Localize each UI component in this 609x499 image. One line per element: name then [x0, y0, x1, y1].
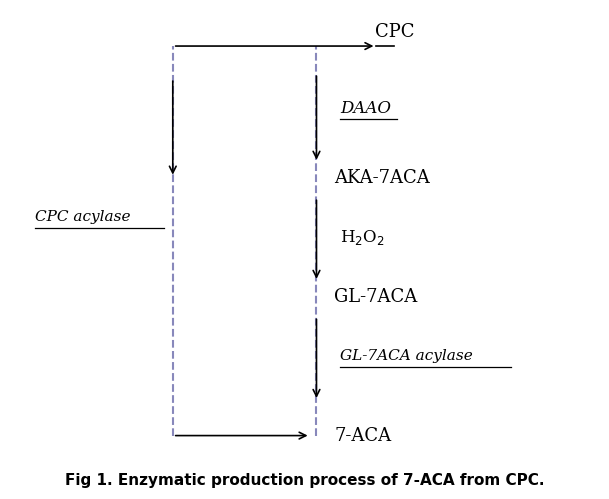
Text: CPC acylase: CPC acylase [35, 210, 130, 224]
Text: Fig 1. Enzymatic production process of 7-ACA from CPC.: Fig 1. Enzymatic production process of 7… [65, 473, 544, 488]
Text: DAAO: DAAO [340, 100, 392, 117]
Text: CPC: CPC [375, 23, 414, 41]
Text: 7-ACA: 7-ACA [334, 427, 392, 445]
Text: H$_2$O$_2$: H$_2$O$_2$ [340, 228, 385, 247]
Text: GL-7ACA acylase: GL-7ACA acylase [340, 349, 473, 363]
Text: AKA-7ACA: AKA-7ACA [334, 169, 430, 187]
Text: GL-7ACA: GL-7ACA [334, 287, 418, 306]
